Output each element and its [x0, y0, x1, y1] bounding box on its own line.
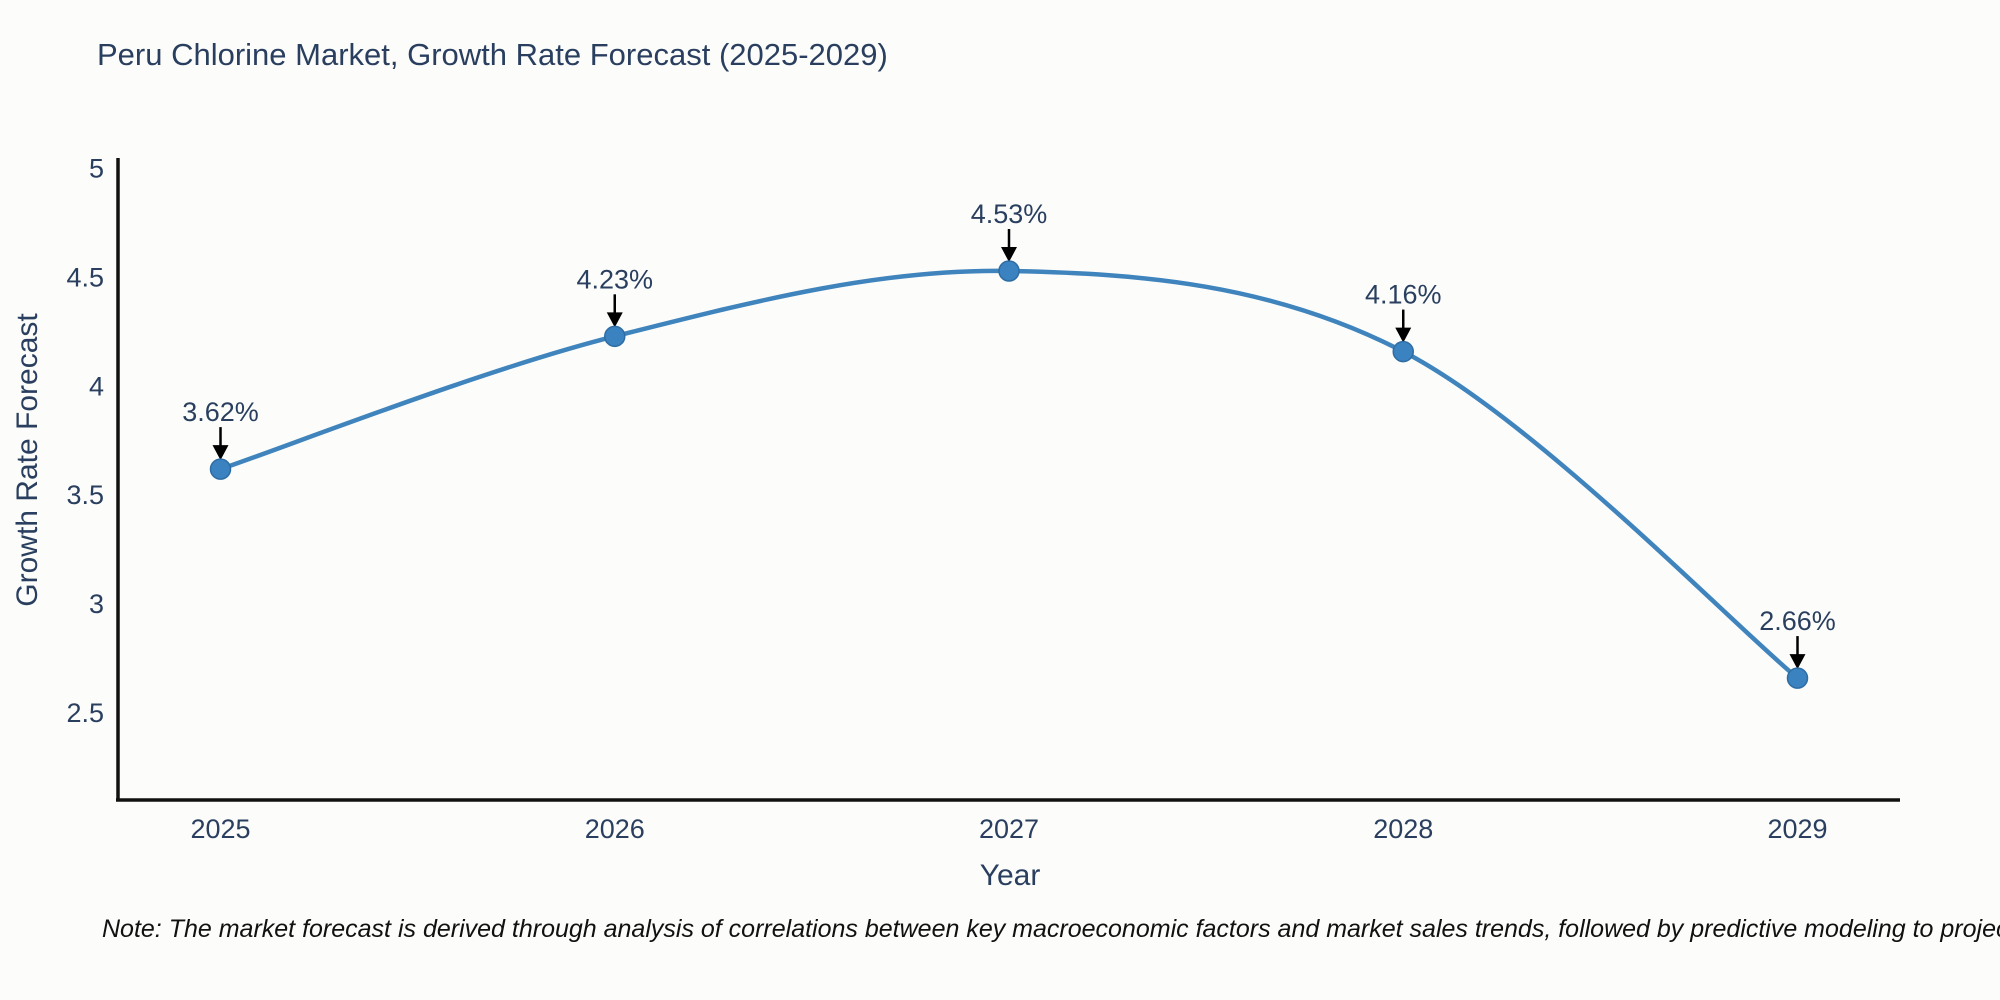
y-tick-label-2.5: 2.5 — [66, 698, 104, 728]
data-point-2026[interactable] — [604, 325, 626, 348]
data-point-2029[interactable] — [1786, 667, 1809, 689]
annotation-arrowhead — [1001, 247, 1017, 263]
data-point-2027[interactable] — [998, 260, 1020, 282]
y-tick-label-3.5: 3.5 — [66, 480, 104, 510]
data-label-2029: 2.66% — [1759, 606, 1836, 636]
annotation-arrowhead — [1395, 327, 1412, 343]
x-tick-label-2028: 2028 — [1373, 814, 1433, 844]
x-axis-title: Year — [979, 859, 1041, 892]
data-point-2025[interactable] — [209, 458, 232, 480]
x-tick-label-2025: 2025 — [190, 814, 250, 844]
chart-title: Peru Chlorine Market, Growth Rate Foreca… — [97, 37, 888, 72]
data-label-2028: 4.16% — [1365, 280, 1442, 310]
forecast-line — [218, 268, 1800, 681]
y-tick-label-4: 4 — [89, 371, 104, 401]
data-label-2027: 4.53% — [971, 199, 1048, 229]
data-label-2025: 3.62% — [182, 397, 259, 427]
annotation-arrowhead — [212, 445, 229, 461]
x-tick-label-2026: 2026 — [585, 814, 645, 844]
data-label-2026: 4.23% — [576, 264, 653, 294]
data-point-2028[interactable] — [1392, 340, 1414, 363]
annotation-arrowhead — [1789, 654, 1806, 670]
y-tick-label-5: 5 — [89, 154, 104, 184]
y-tick-label-3: 3 — [89, 589, 104, 619]
annotation-arrowhead — [606, 312, 623, 328]
footnote: Note: The market forecast is derived thr… — [102, 915, 2000, 943]
x-tick-label-2029: 2029 — [1767, 814, 1827, 844]
y-tick-label-4.5: 4.5 — [66, 263, 104, 293]
x-tick-label-2027: 2027 — [979, 814, 1039, 844]
